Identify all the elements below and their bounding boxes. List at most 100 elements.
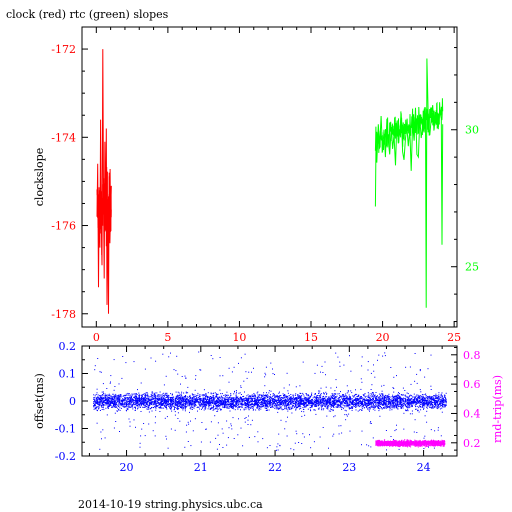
offset-point — [420, 401, 422, 403]
offset-point — [181, 400, 183, 402]
offset-point — [347, 398, 349, 400]
offset-point — [372, 403, 374, 405]
offset-point — [219, 405, 221, 406]
offset-point — [286, 404, 288, 405]
offset-point — [187, 405, 189, 407]
offset-point — [401, 401, 403, 403]
offset-point — [398, 392, 399, 394]
offset-point — [368, 404, 370, 406]
offset-point — [387, 396, 389, 398]
offset-point — [272, 406, 274, 408]
offset-point — [184, 407, 186, 409]
offset-point — [344, 406, 346, 408]
offset-point — [424, 405, 426, 407]
offset-point — [319, 390, 321, 392]
offset-point — [432, 399, 434, 401]
offset-point — [363, 405, 364, 407]
offset-point — [284, 399, 286, 401]
offset-point — [339, 400, 341, 402]
offset-point — [393, 406, 395, 408]
offset-point — [338, 399, 340, 401]
offset-point — [401, 394, 403, 396]
offset-point — [330, 404, 332, 406]
offset-point — [197, 394, 199, 396]
offset-point — [415, 398, 417, 400]
offset-point — [259, 399, 261, 401]
offset-point — [193, 405, 195, 407]
offset-point — [419, 400, 420, 402]
offset-point — [400, 406, 401, 408]
offset-point — [407, 404, 409, 406]
offset-point — [192, 407, 194, 409]
offset-point — [192, 400, 194, 402]
offset-point — [147, 400, 149, 402]
offset-point — [382, 404, 384, 406]
offset-point — [223, 401, 224, 402]
offset-point — [335, 402, 337, 404]
offset-point — [209, 401, 211, 403]
offset-point — [351, 392, 353, 394]
offset-point — [113, 405, 115, 407]
offset-point — [224, 404, 226, 405]
offset-point — [134, 393, 136, 395]
offset-point — [283, 399, 285, 401]
offset-point — [292, 402, 294, 404]
page-title: clock (red) rtc (green) slopes — [6, 8, 169, 21]
offset-point — [296, 399, 298, 401]
offset-point — [406, 403, 408, 404]
offset-point — [155, 403, 157, 405]
offset-point — [166, 402, 168, 404]
offset-point — [207, 403, 209, 405]
offset-point — [185, 400, 187, 402]
offset-point — [338, 393, 340, 395]
offset-point — [162, 399, 164, 401]
offset-point — [307, 408, 309, 410]
offset-point — [184, 402, 186, 404]
offset-point — [112, 396, 114, 398]
offset-point — [431, 407, 433, 409]
offset-point — [214, 403, 215, 405]
offset-point — [345, 393, 347, 395]
offset-point — [113, 402, 115, 404]
offset-point — [256, 403, 258, 405]
offset-point — [333, 402, 335, 404]
offset-point — [390, 399, 392, 401]
offset-point — [236, 391, 237, 393]
offset-point — [202, 397, 204, 399]
offset-point — [346, 396, 348, 398]
offset-point — [333, 401, 335, 403]
offset-point — [396, 400, 397, 402]
offset-point — [358, 398, 360, 400]
offset-point — [436, 401, 438, 402]
offset-point — [128, 393, 130, 394]
offset-point — [430, 404, 431, 406]
offset-point — [212, 409, 214, 411]
offset-point — [146, 400, 148, 402]
offset-point — [404, 399, 406, 401]
offset-point — [284, 405, 286, 407]
offset-point — [399, 403, 401, 404]
offset-point — [202, 402, 204, 404]
offset-point — [297, 406, 299, 407]
offset-point — [417, 394, 419, 396]
offset-point — [155, 399, 156, 401]
offset-point — [175, 391, 177, 393]
offset-point — [210, 399, 212, 401]
offset-point — [366, 404, 368, 406]
offset-point — [330, 402, 332, 403]
offset-point — [342, 394, 344, 396]
offset-point — [157, 395, 159, 397]
offset-point — [320, 402, 322, 404]
offset-point — [119, 397, 121, 399]
offset-point — [389, 409, 391, 411]
offset-point — [184, 399, 186, 401]
offset-point — [280, 404, 282, 406]
offset-point — [295, 397, 296, 399]
offset-point — [330, 410, 332, 412]
offset-point — [190, 401, 192, 403]
offset-point — [229, 403, 231, 405]
offset-point — [325, 401, 327, 403]
offset-point — [303, 403, 305, 405]
offset-point — [224, 394, 226, 396]
offset-point — [422, 400, 424, 402]
